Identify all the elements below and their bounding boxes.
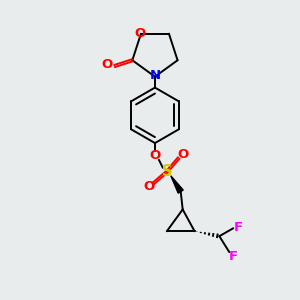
Text: O: O [149,149,161,162]
Text: O: O [177,148,188,161]
Text: S: S [162,164,172,179]
Text: F: F [234,221,243,234]
Text: N: N [149,69,161,82]
Polygon shape [171,176,183,193]
Text: F: F [229,250,238,263]
Text: O: O [143,180,155,193]
Text: O: O [134,27,146,40]
Text: O: O [101,58,112,70]
